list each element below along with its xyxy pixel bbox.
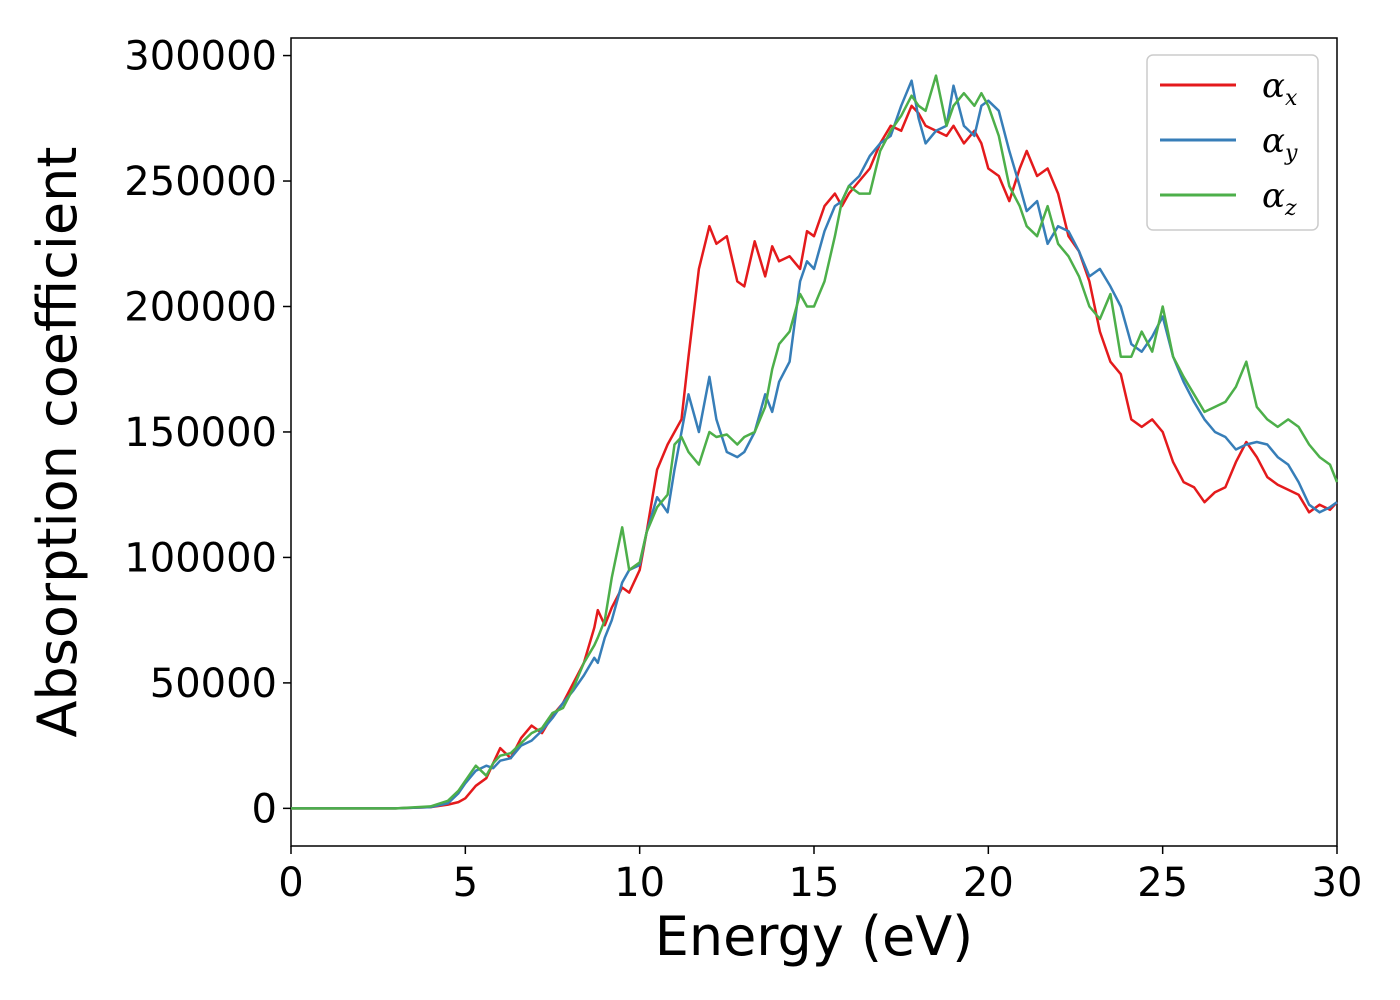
legend-subscript: y <box>1284 141 1298 166</box>
legend-symbol: α <box>1262 66 1285 106</box>
y-axis-title: Absorption coefficient <box>26 147 89 738</box>
x-axis-title: Energy (eV) <box>655 905 974 968</box>
y-tick-label: 0 <box>252 786 277 832</box>
legend-label-y: αy <box>1262 121 1298 166</box>
y-tick-label: 200000 <box>124 284 277 330</box>
y-tick-label: 250000 <box>124 159 277 205</box>
x-tick-label: 0 <box>278 860 303 906</box>
legend-box <box>1146 54 1319 231</box>
x-tick-label: 20 <box>963 860 1014 906</box>
legend-symbol: α <box>1262 176 1285 216</box>
x-tick-label: 5 <box>453 860 478 906</box>
y-tick-label: 100000 <box>124 535 277 581</box>
series-lines <box>291 74 1339 810</box>
x-tick-label: 30 <box>1312 860 1363 906</box>
y-tick-label: 300000 <box>124 34 277 80</box>
x-tick-label: 25 <box>1137 860 1188 906</box>
x-tick-label: 15 <box>789 860 840 906</box>
legend-subscript: x <box>1285 86 1298 111</box>
y-axis-ticks: 0 50000 100000 150000 200000 250000 300000 <box>124 34 291 832</box>
series-line-z <box>291 74 1339 810</box>
legend-symbol: α <box>1262 121 1285 161</box>
x-axis-ticks: 0 5 10 15 20 25 30 <box>278 846 1362 906</box>
y-tick-label: 150000 <box>124 410 277 456</box>
x-tick-label: 10 <box>614 860 665 906</box>
legend-subscript: z <box>1284 196 1297 221</box>
legend-label-x: αx <box>1262 66 1298 111</box>
y-tick-label: 50000 <box>150 661 277 707</box>
legend-label-z: αz <box>1262 176 1297 221</box>
